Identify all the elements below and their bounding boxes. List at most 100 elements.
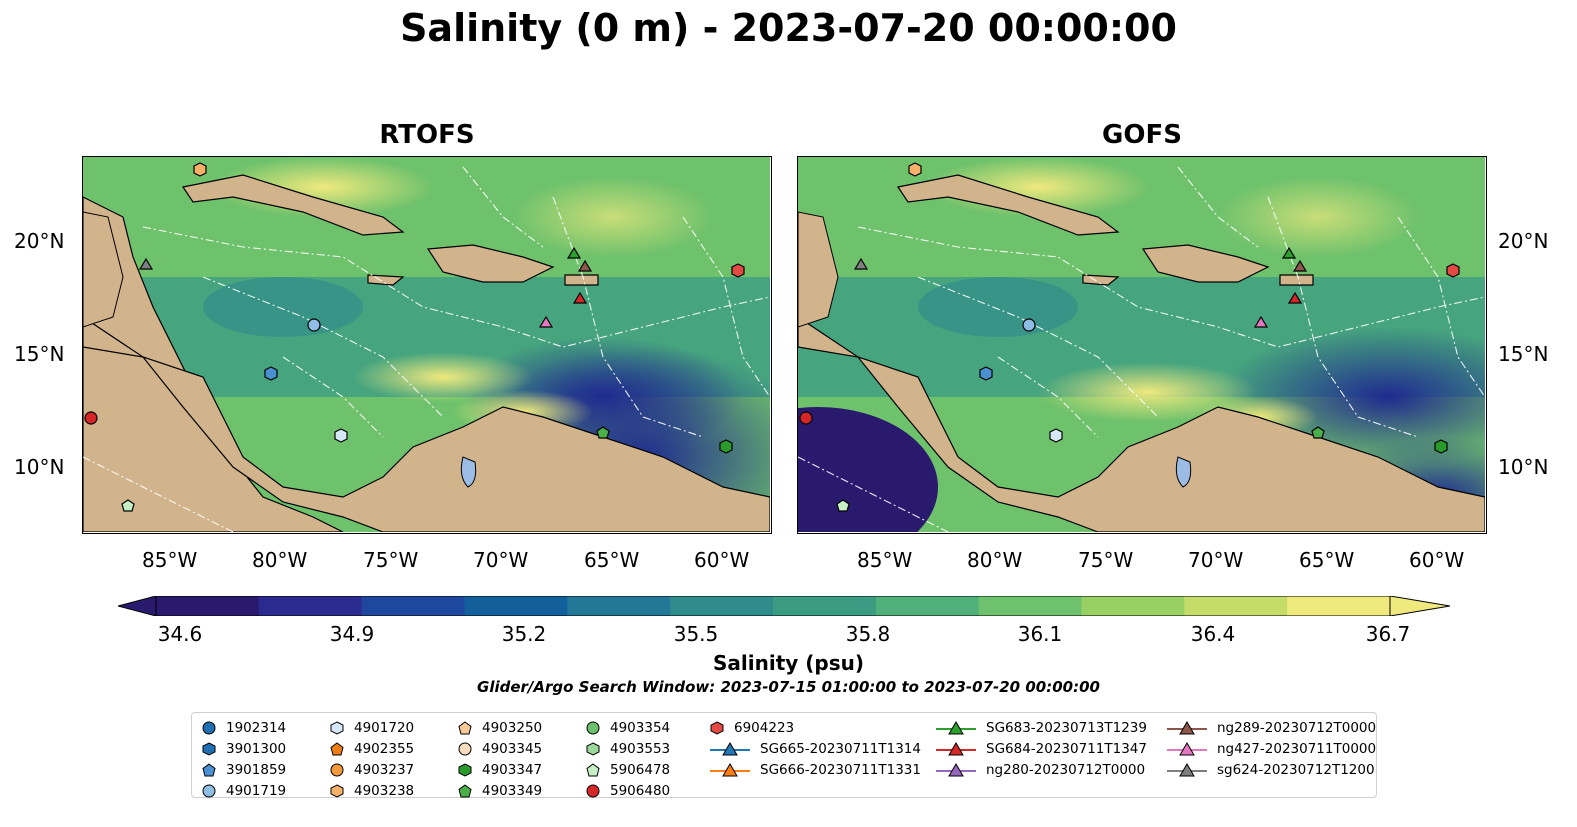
legend-item: 4902355 <box>330 738 414 759</box>
legend-item: 4903345 <box>458 738 542 759</box>
legend-item: 4903238 <box>330 780 414 801</box>
pentagon-marker-icon <box>586 762 610 777</box>
triangle-marker-icon <box>1167 741 1217 756</box>
colorbar-tick: 36.7 <box>1365 622 1411 646</box>
colorbar-segment <box>978 596 1082 616</box>
legend-item: ng280-20230712T0000 <box>936 759 1147 780</box>
colorbar-segment <box>567 596 671 616</box>
colorbar-tick: 35.8 <box>845 622 891 646</box>
colorbar-segment <box>156 596 260 616</box>
colorbar-segment <box>1081 596 1185 616</box>
legend-item: 1902314 <box>202 717 286 738</box>
triangle-marker-icon <box>1167 762 1217 777</box>
legend-label: 5906480 <box>610 782 671 799</box>
legend-label: 6904223 <box>734 719 795 736</box>
lon-label: 65°W <box>584 548 640 572</box>
legend-item: ng289-20230712T0000 <box>1167 717 1376 738</box>
lon-label: 80°W <box>967 548 1023 572</box>
legend-label: 4903237 <box>354 761 415 778</box>
legend-label: SG683-20230713T1239 <box>986 719 1147 736</box>
legend-item: 4901720 <box>330 717 414 738</box>
legend-label: 4903354 <box>610 719 671 736</box>
legend-label: sg624-20230712T1200 <box>1217 761 1375 778</box>
map-rtofs <box>82 156 772 534</box>
colorbar-tick: 34.6 <box>157 622 203 646</box>
lat-label: 15°N <box>14 342 65 366</box>
triangle-marker-icon <box>936 762 986 777</box>
hexagon-marker-icon <box>202 741 226 756</box>
legend-item: 4903237 <box>330 759 414 780</box>
lon-label: 70°W <box>1188 548 1244 572</box>
circle-marker-icon <box>202 721 226 735</box>
legend-item: 3901300 <box>202 738 286 759</box>
circle-marker-icon <box>586 721 610 735</box>
legend-label: 4903349 <box>482 782 543 799</box>
circle-marker-icon <box>586 784 610 798</box>
legend-item: 4903354 <box>586 717 670 738</box>
triangle-marker-icon <box>936 741 986 756</box>
lon-label: 85°W <box>857 548 913 572</box>
legend-item: 3901859 <box>202 759 286 780</box>
legend-item: 4903250 <box>458 717 542 738</box>
lon-label: 75°W <box>363 548 419 572</box>
panel-title-gofs: GOFS <box>1102 120 1182 150</box>
legend-item: SG666-20230711T1331 <box>710 759 921 780</box>
lat-label: 15°N <box>1498 342 1549 366</box>
map-gofs-canvas <box>798 157 1485 532</box>
colorbar-tick: 35.5 <box>673 622 719 646</box>
legend-label: 1902314 <box>226 719 287 736</box>
circle-marker-icon <box>330 763 354 777</box>
legend-item: 4903349 <box>458 780 542 801</box>
pentagon-marker-icon <box>202 762 226 777</box>
legend-label: 4901720 <box>354 719 415 736</box>
colorbar-tick: 36.4 <box>1190 622 1236 646</box>
colorbar-label: Salinity (psu) <box>712 651 864 675</box>
legend-label: SG665-20230711T1314 <box>760 740 921 757</box>
hexagon-marker-icon <box>710 720 734 735</box>
legend-item: 5906480 <box>586 780 670 801</box>
triangle-marker-icon <box>1167 720 1217 735</box>
colorbar-tick: 34.9 <box>329 622 375 646</box>
colorbar-segment <box>464 596 568 616</box>
triangle-marker-icon <box>710 762 760 777</box>
hexagon-marker-icon <box>458 762 482 777</box>
lon-label: 75°W <box>1078 548 1134 572</box>
lat-label: 20°N <box>1498 229 1549 253</box>
colorbar-segment <box>258 596 363 616</box>
legend-item: SG684-20230711T1347 <box>936 738 1147 759</box>
legend-label: ng427-20230711T0000 <box>1217 740 1377 757</box>
legend-label: 3901859 <box>226 761 287 778</box>
map-rtofs-canvas <box>83 157 770 532</box>
legend-label: 4903250 <box>482 719 543 736</box>
legend-label: 4903553 <box>610 740 671 757</box>
legend-item: 6904223 <box>710 717 921 738</box>
circle-marker-icon <box>458 742 482 756</box>
legend-column: 4903250 4903345 4903347 4903349 <box>458 717 542 801</box>
legend: 1902314 3901300 3901859 4901719 4901720 4902… <box>191 712 1377 801</box>
lon-label: 80°W <box>252 548 308 572</box>
legend-item: sg624-20230712T1200 <box>1167 759 1376 780</box>
hexagon-marker-icon <box>586 741 610 756</box>
legend-column: 6904223 SG665-20230711T1314 SG666-20230711… <box>710 717 921 780</box>
legend-item: 4901719 <box>202 780 286 801</box>
triangle-marker-icon <box>936 720 986 735</box>
legend-label: 5906478 <box>610 761 671 778</box>
colorbar-tick: 35.2 <box>501 622 547 646</box>
colorbar-segment <box>875 596 980 616</box>
pentagon-marker-icon <box>330 741 354 756</box>
figure-title: Salinity (0 m) - 2023-07-20 00:00:00 <box>400 6 1177 50</box>
lon-label: 60°W <box>1409 548 1465 572</box>
legend-label: ng289-20230712T0000 <box>1217 719 1377 736</box>
legend-column: 1902314 3901300 3901859 4901719 <box>202 717 286 801</box>
legend-item: ng427-20230711T0000 <box>1167 738 1376 759</box>
circle-marker-icon <box>202 784 226 798</box>
legend-label: 3901300 <box>226 740 287 757</box>
lon-label: 65°W <box>1299 548 1355 572</box>
colorbar-segment <box>361 596 465 616</box>
legend-item: 4903553 <box>586 738 670 759</box>
lon-label: 70°W <box>473 548 529 572</box>
colorbar-segment <box>1287 596 1391 616</box>
colorbar-segment <box>670 596 774 616</box>
legend-column: ng289-20230712T0000 ng427-20230711T0000 sg… <box>1167 717 1376 780</box>
lat-label: 20°N <box>14 229 65 253</box>
